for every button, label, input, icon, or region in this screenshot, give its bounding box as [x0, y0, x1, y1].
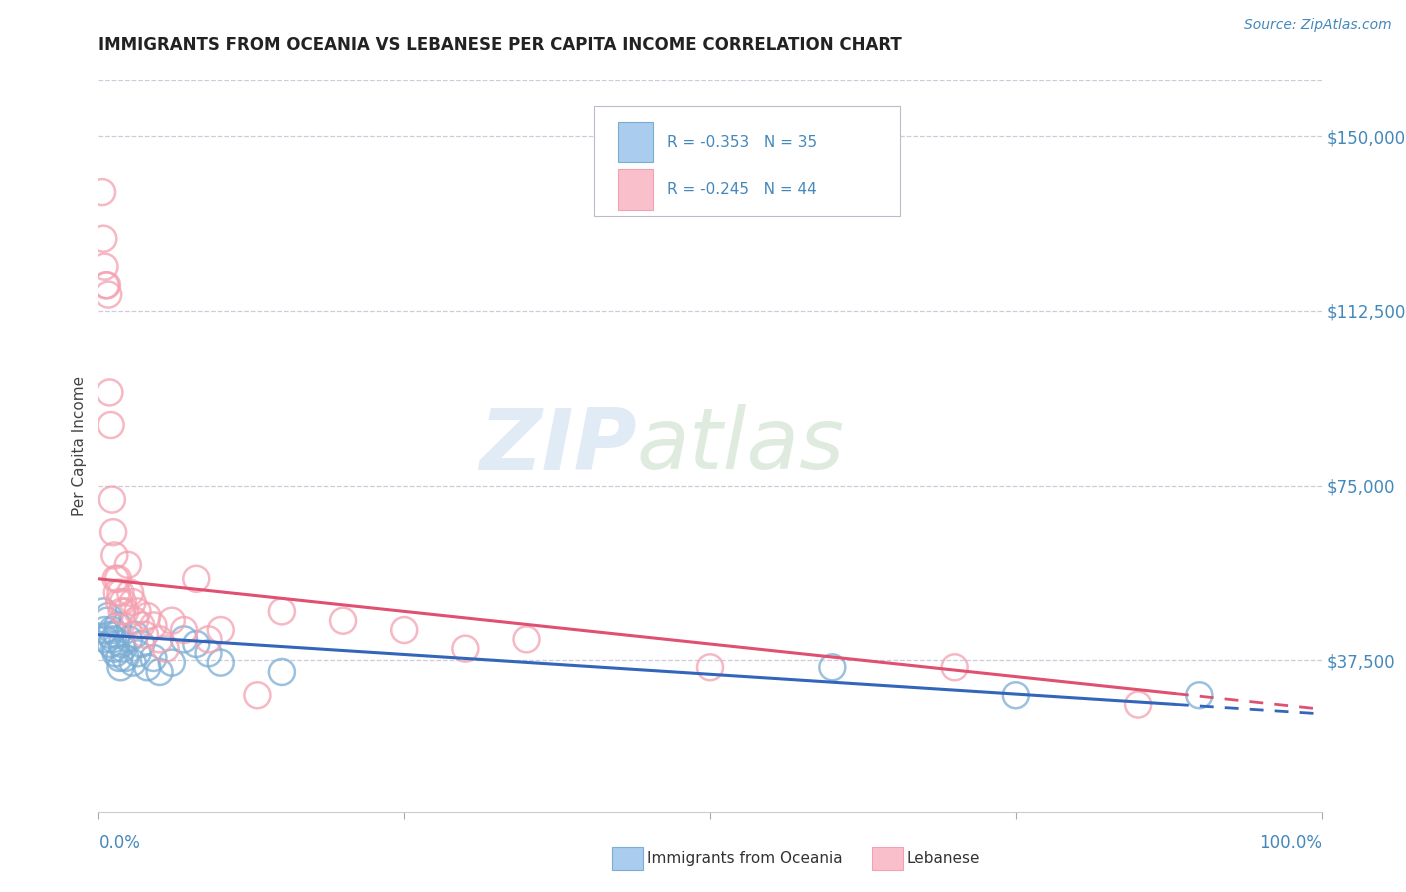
Point: [149, 632, 172, 647]
Text: IMMIGRANTS FROM OCEANIA VS LEBANESE PER CAPITA INCOME CORRELATION CHART: IMMIGRANTS FROM OCEANIA VS LEBANESE PER …: [98, 36, 903, 54]
Point: [136, 609, 159, 624]
Point: [149, 665, 172, 679]
Point: [118, 632, 141, 647]
Text: Source: ZipAtlas.com: Source: ZipAtlas.com: [1244, 18, 1392, 32]
Point: [97, 287, 120, 301]
Point: [111, 604, 134, 618]
Text: Lebanese: Lebanese: [907, 851, 980, 865]
Point: [127, 646, 149, 660]
FancyBboxPatch shape: [619, 169, 652, 210]
Point: [111, 637, 134, 651]
Point: [332, 614, 354, 628]
Text: 0.0%: 0.0%: [98, 834, 141, 852]
Point: [105, 586, 128, 600]
Point: [173, 632, 195, 647]
Point: [91, 232, 114, 246]
Point: [454, 641, 477, 656]
Point: [142, 618, 165, 632]
Text: Immigrants from Oceania: Immigrants from Oceania: [647, 851, 842, 865]
Point: [96, 614, 118, 628]
Point: [209, 656, 232, 670]
Point: [160, 614, 183, 628]
Text: R = -0.245   N = 44: R = -0.245 N = 44: [668, 182, 817, 197]
Point: [821, 660, 844, 674]
Point: [186, 637, 208, 651]
Point: [120, 586, 142, 600]
Point: [127, 604, 149, 618]
Point: [515, 632, 537, 647]
Point: [270, 665, 294, 679]
Point: [91, 604, 114, 618]
Point: [111, 595, 134, 609]
Point: [107, 572, 129, 586]
Text: ZIP: ZIP: [479, 404, 637, 488]
FancyBboxPatch shape: [619, 122, 652, 162]
Point: [96, 278, 118, 293]
Point: [943, 660, 966, 674]
Point: [110, 586, 132, 600]
Text: 100.0%: 100.0%: [1258, 834, 1322, 852]
Point: [100, 417, 122, 432]
Text: R = -0.353   N = 35: R = -0.353 N = 35: [668, 135, 817, 150]
Point: [98, 385, 121, 400]
Point: [91, 185, 114, 199]
Point: [124, 628, 146, 642]
Point: [173, 623, 195, 637]
Point: [105, 628, 128, 642]
Point: [197, 632, 219, 647]
Point: [142, 651, 165, 665]
Point: [129, 618, 152, 632]
Point: [101, 525, 124, 540]
Point: [108, 651, 131, 665]
Point: [121, 595, 143, 609]
Point: [114, 604, 136, 618]
Point: [101, 632, 124, 647]
Point: [1188, 688, 1211, 702]
Point: [101, 492, 124, 507]
Point: [93, 260, 115, 274]
Point: [186, 572, 208, 586]
Point: [270, 604, 294, 618]
Point: [134, 628, 156, 642]
Point: [136, 660, 159, 674]
Point: [114, 651, 136, 665]
Point: [117, 558, 139, 572]
Point: [101, 623, 124, 637]
Point: [699, 660, 721, 674]
Text: atlas: atlas: [637, 404, 845, 488]
Point: [98, 628, 121, 642]
Point: [1004, 688, 1026, 702]
Point: [129, 637, 152, 651]
Point: [108, 595, 131, 609]
Point: [246, 688, 269, 702]
FancyBboxPatch shape: [593, 106, 900, 216]
Point: [111, 641, 134, 656]
Point: [392, 623, 416, 637]
Point: [94, 278, 117, 293]
Point: [97, 609, 120, 624]
Point: [124, 614, 146, 628]
Point: [103, 549, 125, 563]
Point: [160, 656, 183, 670]
Point: [104, 572, 127, 586]
Point: [100, 637, 122, 651]
Point: [1128, 698, 1150, 712]
Point: [103, 641, 125, 656]
Point: [94, 632, 117, 647]
Point: [197, 646, 219, 660]
Point: [209, 623, 232, 637]
Point: [104, 646, 127, 660]
Y-axis label: Per Capita Income: Per Capita Income: [72, 376, 87, 516]
Point: [110, 660, 132, 674]
Point: [155, 641, 177, 656]
Point: [93, 623, 115, 637]
Point: [107, 618, 129, 632]
Point: [121, 656, 143, 670]
